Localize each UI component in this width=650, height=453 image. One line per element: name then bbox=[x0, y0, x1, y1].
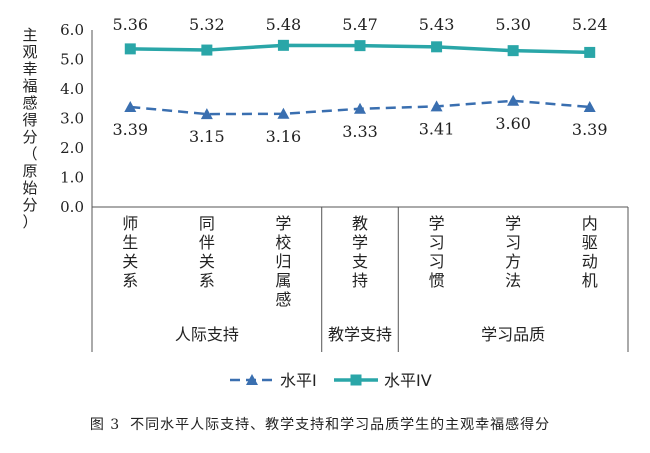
data-label: 5.24 bbox=[572, 15, 608, 34]
data-label: 5.43 bbox=[419, 15, 455, 34]
y-ticks: 0.0 1.0 2.0 3.0 4.0 5.0 6.0 bbox=[60, 21, 84, 216]
data-label: 5.32 bbox=[189, 15, 225, 34]
data-point-marker bbox=[200, 108, 213, 120]
data-point-marker bbox=[354, 102, 366, 114]
data-point-marker bbox=[507, 94, 520, 106]
data-label: 5.30 bbox=[495, 15, 531, 34]
chart: 主观幸福感得分（原始分） 0.01.02.03.04.05.06.0 5.36 5… bbox=[22, 15, 629, 390]
data-point-marker bbox=[124, 100, 137, 112]
data-label: 3.15 bbox=[189, 127, 225, 146]
x-category-label: 学校归属感 bbox=[275, 214, 291, 309]
data-point-marker bbox=[431, 41, 443, 53]
legend-marker-1 bbox=[246, 374, 258, 385]
y-tick-label: 2.0 bbox=[60, 139, 84, 157]
data-label: 3.41 bbox=[419, 119, 455, 138]
y-tick-label: 1.0 bbox=[60, 169, 84, 187]
data-point-marker bbox=[583, 100, 596, 112]
x-category-label: 同伴关系 bbox=[199, 214, 215, 290]
x-category-label: 学习习惯 bbox=[429, 214, 445, 290]
data-point-marker bbox=[430, 100, 443, 112]
data-point-marker bbox=[584, 46, 596, 58]
data-point-marker bbox=[507, 45, 519, 57]
data-point-marker bbox=[201, 44, 213, 56]
legend-marker-2 bbox=[350, 374, 362, 386]
data-point-marker bbox=[277, 39, 289, 51]
caption-text: 不同水平人际支持、教学支持和学习品质学生的主观幸福感得分 bbox=[130, 417, 551, 433]
data-labels: 5.36 5.32 5.48 5.47 5.43 5.30 5.24 3.39 3.15 3.16… bbox=[112, 15, 607, 146]
data-point-marker bbox=[277, 107, 290, 119]
data-label: 3.60 bbox=[495, 114, 531, 133]
data-label: 3.33 bbox=[342, 122, 378, 141]
legend-label-2: 水平IV bbox=[384, 371, 432, 390]
x-category-label: 教学支持 bbox=[352, 214, 368, 290]
x-category-label: 内驱动机 bbox=[582, 214, 598, 290]
series-lines bbox=[124, 39, 596, 120]
data-label: 5.36 bbox=[112, 15, 148, 34]
x-category-label: 学习方法 bbox=[505, 214, 521, 290]
data-label: 3.16 bbox=[266, 127, 302, 146]
data-label: 3.39 bbox=[112, 120, 148, 139]
y-tick-label: 3.0 bbox=[60, 110, 84, 128]
figure-caption: 图 3 不同水平人际支持、教学支持和学习品质学生的主观幸福感得分 bbox=[0, 414, 650, 434]
legend-label-1: 水平I bbox=[280, 371, 317, 390]
y-tick-label: 0.0 bbox=[60, 198, 84, 216]
caption-number: 图 3 bbox=[89, 417, 121, 433]
x-group-label: 学习品质 bbox=[481, 325, 545, 344]
data-point-marker bbox=[124, 43, 136, 55]
data-label: 5.48 bbox=[266, 15, 302, 34]
data-label: 3.39 bbox=[572, 120, 608, 139]
data-label: 5.47 bbox=[342, 15, 378, 34]
y-tick-label: 6.0 bbox=[60, 21, 84, 39]
y-tick-label: 5.0 bbox=[60, 51, 84, 69]
legend: 水平I 水平IV bbox=[230, 371, 432, 390]
y-axis-label: 主观幸福感得分（原始分） bbox=[22, 26, 37, 231]
y-axis-label-group: 主观幸福感得分（原始分） bbox=[22, 26, 37, 231]
x-group-labels: 人际支持 教学支持 学习品质 bbox=[175, 325, 545, 344]
y-tick-label: 4.0 bbox=[60, 80, 84, 98]
x-group-label: 人际支持 bbox=[175, 325, 239, 344]
x-group-label: 教学支持 bbox=[328, 325, 392, 344]
axes bbox=[91, 30, 629, 352]
x-category-label: 师生关系 bbox=[122, 214, 138, 290]
data-point-marker bbox=[354, 40, 366, 52]
x-category-labels: 师生关系 同伴关系 学校归属感 教学支持 学习习惯 学习方法 内驱动机 bbox=[122, 214, 597, 309]
